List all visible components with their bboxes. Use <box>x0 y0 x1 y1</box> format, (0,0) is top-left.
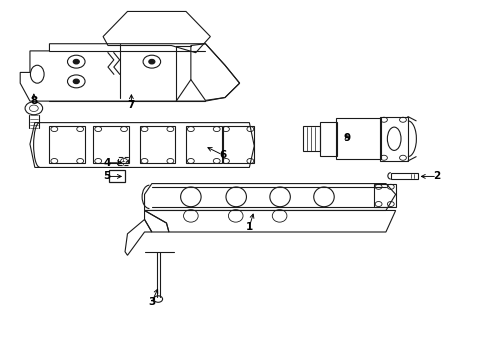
Bar <box>222 126 254 163</box>
Circle shape <box>149 59 155 64</box>
Text: 3: 3 <box>148 297 155 307</box>
Text: 4: 4 <box>103 158 110 168</box>
Bar <box>185 126 221 163</box>
Text: 6: 6 <box>219 150 226 160</box>
Bar <box>109 170 124 182</box>
Text: 7: 7 <box>127 100 135 110</box>
Circle shape <box>73 59 79 64</box>
Text: 2: 2 <box>432 171 440 181</box>
Text: 5: 5 <box>103 171 110 181</box>
Circle shape <box>73 79 79 84</box>
Bar <box>118 157 128 165</box>
Bar <box>93 126 129 163</box>
Text: 1: 1 <box>245 222 252 231</box>
Bar <box>49 126 85 163</box>
Text: 9: 9 <box>343 133 350 143</box>
Text: 8: 8 <box>30 96 38 106</box>
Bar <box>140 126 175 163</box>
